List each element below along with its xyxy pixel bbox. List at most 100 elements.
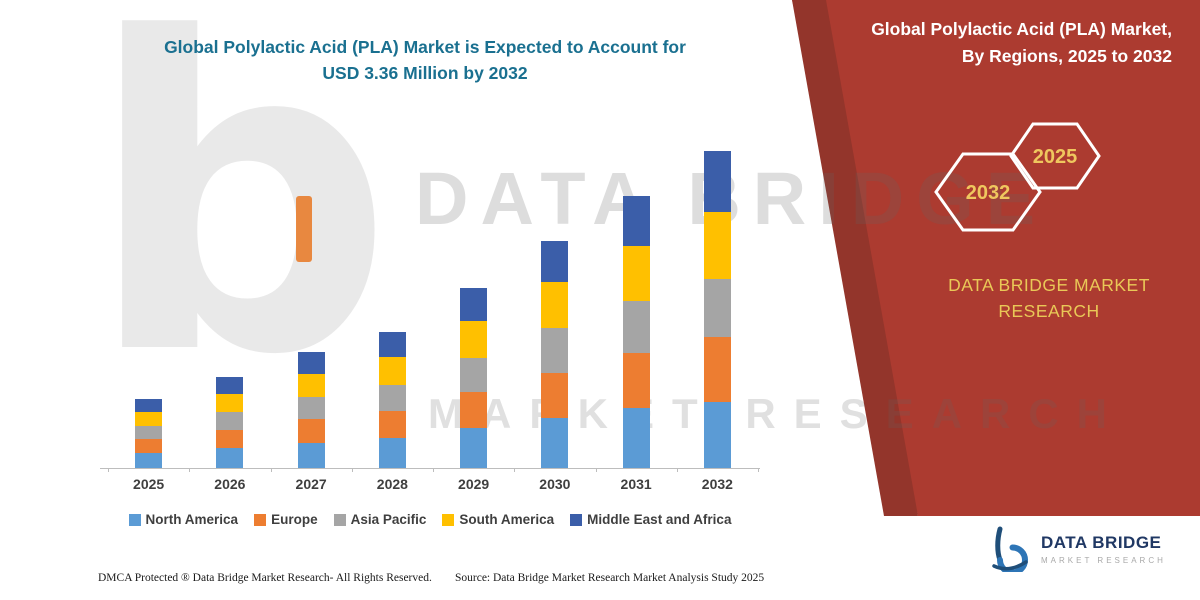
bar-column-2028 [352,138,433,468]
bar-segment [541,282,569,329]
stacked-bar [541,240,569,468]
bar-segment [297,397,325,419]
logo-text: DATA BRIDGE MARKET RESEARCH [1041,533,1166,565]
x-axis-label: 2027 [295,476,327,492]
stacked-bar [460,288,488,468]
x-axis-label: 2031 [620,476,652,492]
x-axis-label: 2030 [539,476,571,492]
bar-segment [703,402,731,468]
bar-segment [622,301,650,354]
bar-segment [297,351,325,374]
bar-segment [541,418,569,468]
bar-column-2032 [677,138,758,468]
bar-segment [622,353,650,408]
bar-segment [297,442,325,468]
stacked-bar [216,376,244,468]
x-axis-labels: 2025 2026 2027 2028 2029 2030 2031 2032 [108,476,758,492]
side-panel-brand: DATA BRIDGE MARKET RESEARCH [935,272,1163,325]
stacked-bar [378,332,406,468]
bar-segment [541,240,569,283]
legend-item: North America [128,512,238,527]
hexagons-graphic: 2032 2025 [934,122,1101,232]
bar-column-2031 [596,138,677,468]
bar-column-2030 [514,138,595,468]
axis-tick [270,468,272,472]
axis-tick [595,468,597,472]
x-axis-label: 2025 [133,476,165,492]
x-axis-line [100,468,760,469]
bar-column-2029 [433,138,514,468]
side-panel-brand-line1: DATA BRIDGE MARKET [948,275,1150,295]
side-panel-stripe [792,0,918,516]
bar-column-2027 [271,138,352,468]
dmca-notice: DMCA Protected ® Data Bridge Market Rese… [98,572,432,584]
side-panel-brand-line2: RESEARCH [998,301,1100,322]
stacked-bar [703,151,731,468]
chart-title-line2: USD 3.36 Million by 2032 [322,63,528,84]
side-panel-title-line1: Global Polylactic Acid (PLA) Market, [871,19,1172,39]
watermark-text-bottom: MARKET RESEARCH [428,390,1126,437]
bar-segment [216,376,244,394]
legend-marker [570,513,583,526]
x-axis-label: 2032 [701,476,733,492]
bar-segment [622,195,650,246]
source-note: Source: Data Bridge Market Research Mark… [455,572,765,584]
stacked-bar [297,351,325,468]
bar-segment [460,427,488,468]
legend: North America Europe Asia Pacific South Ame… [70,512,790,527]
bar-column-2025 [108,138,189,468]
axis-tick [108,468,109,472]
legend-marker [128,513,141,526]
chart-title: Global Polylactic Acid (PLA) Market is E… [120,34,730,87]
x-axis-label: 2029 [458,476,490,492]
bar-segment [135,411,163,426]
company-logo: DATA BRIDGE MARKET RESEARCH [986,526,1166,572]
legend-marker [254,513,267,526]
axis-tick [676,468,678,472]
hexagon-2032 [934,152,1042,232]
hexagon-2025-label: 2025 [1033,146,1078,168]
legend-marker [442,513,455,526]
legend-label: Europe [271,512,318,527]
axis-tick [758,468,759,472]
hexagon-2032-label: 2032 [966,182,1011,204]
legend-marker [333,513,346,526]
axis-tick [189,468,191,472]
stacked-bar [622,195,650,468]
bar-segment [378,385,406,411]
bar-segment [297,373,325,398]
axis-tick [351,468,353,472]
bar-segment [460,357,488,392]
background-logo-accent [296,196,312,262]
data-bridge-logo-icon [992,526,1028,572]
bar-segment [297,418,325,443]
bar-segment [703,211,731,280]
legend-label: South America [459,512,555,527]
x-axis-label: 2028 [376,476,408,492]
bar-segment [460,391,488,428]
x-axis-label: 2026 [214,476,246,492]
bar-segment [541,372,569,418]
axis-tick [514,468,516,472]
side-panel-title: Global Polylactic Acid (PLA) Market, By … [802,16,1172,70]
legend-item: Europe [254,512,318,527]
bar-segment [703,336,731,402]
bar-segment [216,393,244,413]
bar-segment [135,399,163,412]
year-hexagons: 2032 2025 [930,110,1145,280]
legend-label: Asia Pacific [350,512,427,527]
side-panel-title-line2: By Regions, 2025 to 2032 [961,46,1172,67]
bar-segment [622,407,650,468]
bar-segment [216,448,244,468]
bar-segment [216,412,244,431]
bar-segment [541,328,569,373]
legend-label: Middle East and Africa [587,512,732,527]
legend-item: Asia Pacific [333,512,427,527]
background-logo-watermark: b [86,0,394,449]
stacked-bar [135,399,163,468]
legend-item: Middle East and Africa [570,512,731,527]
logo-name: DATA BRIDGE [1041,533,1162,552]
bar-segment [216,430,244,449]
bar-segment [460,321,488,358]
